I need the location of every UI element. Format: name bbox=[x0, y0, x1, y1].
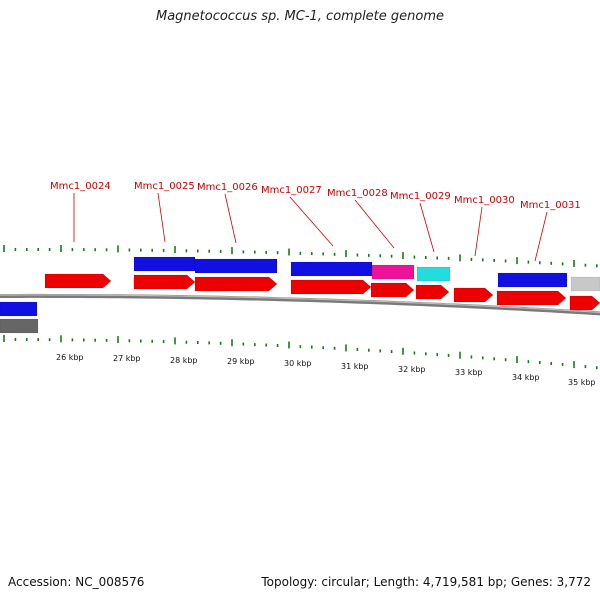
gene-label: Mmc1_0029 bbox=[390, 191, 451, 202]
gene-label: Mmc1_0027 bbox=[261, 185, 322, 196]
gene-arrow bbox=[44, 273, 112, 289]
scale-label: 32 kbp bbox=[398, 365, 426, 374]
gene-label: Mmc1_0025 bbox=[134, 181, 195, 192]
topology-text: Topology: circular; Length: 4,719,581 bp… bbox=[261, 575, 591, 589]
gene-label-leader bbox=[157, 192, 166, 243]
feature-block bbox=[416, 266, 451, 282]
gene-label: Mmc1_0028 bbox=[327, 188, 388, 199]
gene-label: Mmc1_0030 bbox=[454, 195, 515, 206]
gene-label-leader bbox=[474, 206, 483, 257]
page-title: Magnetococcus sp. MC-1, complete genome bbox=[155, 9, 445, 24]
scale-label: 34 kbp bbox=[512, 373, 540, 382]
feature-block bbox=[290, 261, 373, 277]
feature-block bbox=[570, 276, 600, 292]
scale-label: 31 kbp bbox=[341, 362, 369, 371]
accession-text: Accession: NC_008576 bbox=[8, 575, 145, 589]
gene-arrow bbox=[415, 284, 450, 300]
gene-arrow bbox=[133, 274, 196, 290]
genome-backbone bbox=[0, 293, 600, 316]
feature-block bbox=[371, 264, 415, 280]
scale-label: 28 kbp bbox=[170, 356, 198, 365]
gene-label: Mmc1_0024 bbox=[50, 181, 111, 192]
gene-arrow bbox=[194, 276, 278, 292]
gene-label-leader bbox=[534, 211, 548, 262]
genome-backbone-highlight bbox=[0, 294, 600, 313]
gene-label-leader bbox=[419, 202, 435, 253]
gene-arrow bbox=[496, 290, 567, 306]
gene-label-leader bbox=[289, 196, 334, 247]
feature-block bbox=[194, 258, 278, 274]
scale-label: 26 kbp bbox=[56, 353, 84, 362]
gene-label: Mmc1_0031 bbox=[520, 200, 581, 211]
feature-block bbox=[0, 318, 39, 334]
gene-label: Mmc1_0026 bbox=[197, 182, 258, 193]
feature-block bbox=[133, 256, 196, 272]
scale-label: 27 kbp bbox=[113, 354, 141, 363]
gene-label-leader bbox=[354, 199, 395, 249]
feature-block bbox=[0, 301, 38, 317]
scale-label: 30 kbp bbox=[284, 359, 312, 368]
scale-label: 29 kbp bbox=[227, 357, 255, 366]
scale-label: 35 kbp bbox=[568, 378, 596, 387]
gene-arrow bbox=[290, 279, 372, 295]
feature-block bbox=[497, 272, 568, 288]
scale-label: 33 kbp bbox=[455, 368, 483, 377]
gene-arrow bbox=[453, 287, 494, 303]
gene-arrow bbox=[569, 295, 600, 311]
gene-arrow bbox=[370, 282, 415, 298]
gene-label-leader bbox=[224, 193, 237, 244]
